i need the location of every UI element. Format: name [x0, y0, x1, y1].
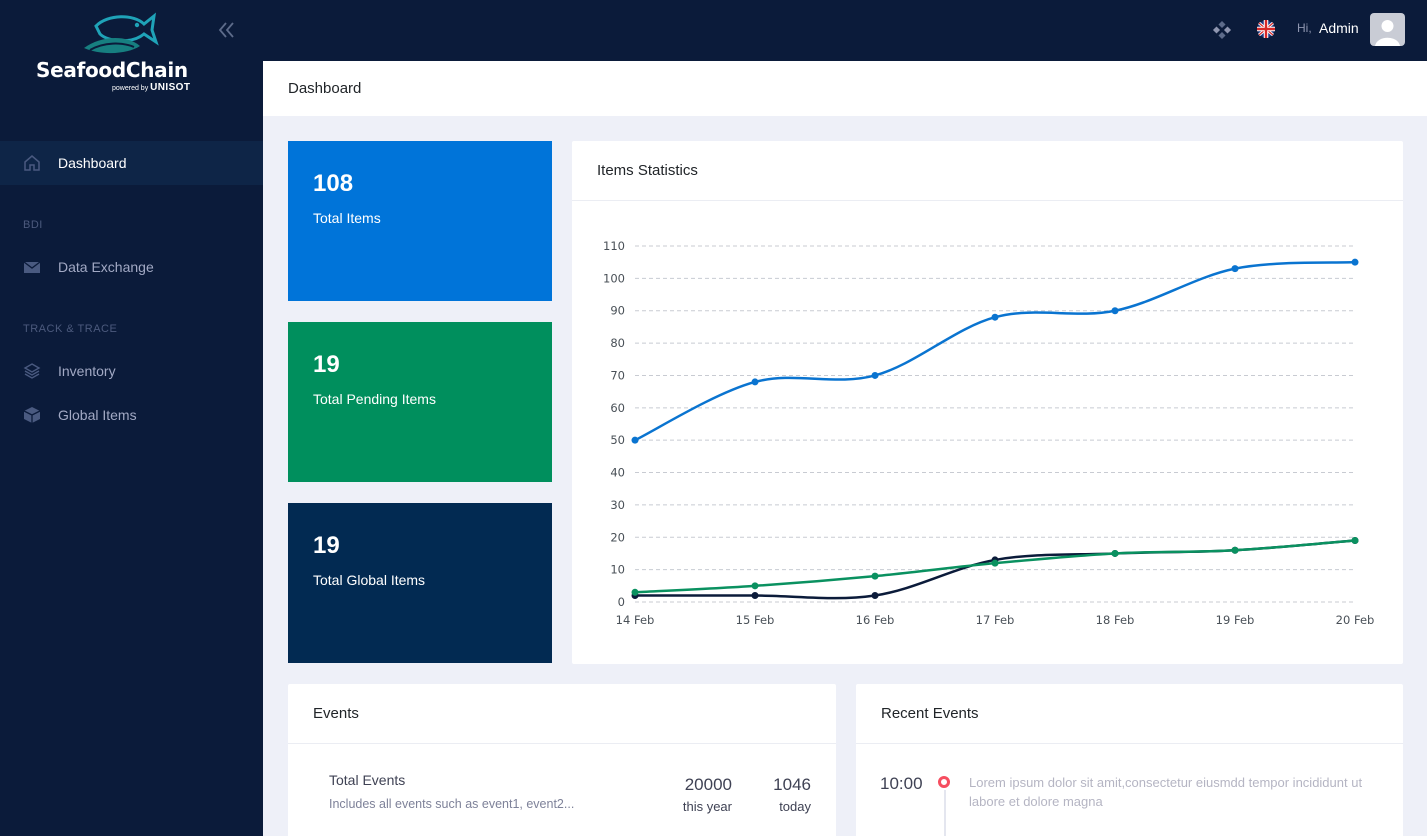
brand-name: SeafoodChain [36, 58, 188, 82]
series-point-0 [1231, 265, 1239, 273]
x-tick-label: 20 Feb [1336, 613, 1375, 627]
series-point-0 [751, 378, 759, 386]
sidebar-item-inventory[interactable]: Inventory [0, 349, 263, 393]
series-point-0 [1351, 258, 1359, 266]
subheader: Dashboard [263, 61, 1427, 116]
series-point-2 [991, 559, 999, 567]
x-tick-label: 18 Feb [1096, 613, 1135, 627]
series-point-2 [631, 588, 639, 596]
y-tick-label: 20 [610, 530, 625, 544]
sidebar-menu: Dashboard BDI Data Exchange TRACK & TRAC… [0, 141, 263, 437]
sidebar-item-label: Data Exchange [58, 259, 154, 275]
event-text: Lorem ipsum dolor sit amit,consectetur e… [969, 775, 1363, 809]
sidebar-item-dashboard[interactable]: Dashboard [0, 141, 263, 185]
sidebar-item-global-items[interactable]: Global Items [0, 393, 263, 437]
timeline-line [944, 790, 946, 836]
sidebar: SeafoodChain powered by UNISOT Dashboard… [0, 0, 263, 836]
y-tick-label: 10 [610, 563, 625, 577]
events-today-caption: today [779, 799, 811, 814]
home-icon [23, 154, 41, 172]
total-events-title: Total Events [329, 772, 406, 788]
brand: SeafoodChain powered by UNISOT [0, 0, 263, 120]
sidebar-item-label: Global Items [58, 407, 137, 423]
topbar: Hi, Admin [263, 0, 1427, 61]
y-tick-label: 30 [610, 498, 625, 512]
series-point-2 [751, 582, 759, 590]
stat-label: Total Global Items [313, 572, 426, 588]
events-today-value: 1046 [773, 775, 811, 794]
x-tick-label: 17 Feb [976, 613, 1015, 627]
events-panel: Events Total Events Includes all events … [288, 684, 836, 836]
events-year-caption: this year [682, 799, 732, 814]
stat-card-total-items[interactable]: 108 Total Items [288, 141, 552, 301]
y-tick-label: 90 [610, 304, 625, 318]
y-tick-label: 70 [610, 368, 625, 382]
brand-vendor: UNISOT [150, 82, 191, 93]
y-tick-label: 110 [603, 239, 625, 253]
series-point-1 [751, 592, 759, 600]
panel-title: Events [288, 684, 836, 744]
sidebar-item-label: Inventory [58, 363, 116, 379]
stat-value: 108 [313, 170, 354, 197]
greeting-text: Hi, [1297, 21, 1312, 35]
x-tick-label: 15 Feb [736, 613, 775, 627]
stat-card-total-pending-items[interactable]: 19 Total Pending Items [288, 322, 552, 482]
sidebar-section-bdi: BDI [23, 219, 43, 231]
stat-card-total-global-items[interactable]: 19 Total Global Items [288, 503, 552, 663]
sidebar-item-label: Dashboard [58, 155, 127, 171]
x-tick-label: 16 Feb [856, 613, 895, 627]
sidebar-section-track-trace: TRACK & TRACE [23, 323, 118, 335]
items-statistics-panel: Items Statistics 0 10 20 30 40 50 60 70 80 90 100 1… [572, 141, 1403, 664]
series-point-0 [991, 313, 999, 321]
uk-flag-icon[interactable] [1257, 20, 1277, 40]
y-tick-label: 0 [618, 595, 625, 609]
avatar[interactable] [1370, 13, 1405, 46]
user-name[interactable]: Admin [1319, 20, 1359, 36]
fish-logo-icon [84, 12, 159, 54]
series-point-2 [1111, 549, 1119, 557]
series-point-0 [871, 371, 879, 379]
stat-label: Total Pending Items [313, 391, 436, 407]
page-title: Dashboard [288, 80, 362, 97]
stat-value: 19 [313, 532, 340, 559]
y-tick-label: 100 [603, 271, 625, 285]
user-silhouette-icon [1375, 20, 1400, 46]
collapse-sidebar-button[interactable] [214, 18, 240, 42]
series-point-0 [1111, 307, 1119, 315]
y-tick-label: 60 [610, 401, 625, 415]
series-point-1 [871, 592, 879, 600]
stat-value: 19 [313, 351, 340, 378]
y-tick-label: 50 [610, 433, 625, 447]
recent-events-panel: Recent Events 10:00 Lorem ipsum dolor si… [856, 684, 1403, 836]
series-point-2 [1351, 537, 1359, 545]
x-tick-label: 14 Feb [616, 613, 655, 627]
series-point-0 [631, 436, 639, 444]
series-point-2 [1231, 546, 1239, 554]
total-events-description: Includes all events such as event1, even… [329, 797, 575, 811]
brand-powered: powered by UNISOT [112, 82, 191, 93]
x-tick-label: 19 Feb [1216, 613, 1255, 627]
sidebar-item-data-exchange[interactable]: Data Exchange [0, 245, 263, 289]
y-tick-label: 80 [610, 336, 625, 350]
series-line-0 [634, 260, 1356, 442]
panel-title: Recent Events [856, 684, 1403, 744]
apps-icon[interactable] [1212, 20, 1232, 40]
y-tick-label: 40 [610, 466, 625, 480]
timeline-dot [938, 776, 950, 788]
panel-title: Items Statistics [572, 141, 1403, 201]
envelope-icon [23, 258, 41, 276]
events-year-value: 20000 [684, 775, 732, 794]
double-chevron-left-icon [218, 22, 234, 38]
items-statistics-chart: 0 10 20 30 40 50 60 70 80 90 100 110 14 Feb 15 Feb 16 … [603, 239, 1375, 627]
stat-label: Total Items [313, 210, 381, 226]
logo[interactable]: SeafoodChain powered by UNISOT [36, 12, 206, 98]
event-time: 10:00 [880, 774, 923, 793]
layers-icon [23, 362, 41, 380]
series-point-2 [871, 572, 879, 580]
box-icon [23, 406, 41, 424]
